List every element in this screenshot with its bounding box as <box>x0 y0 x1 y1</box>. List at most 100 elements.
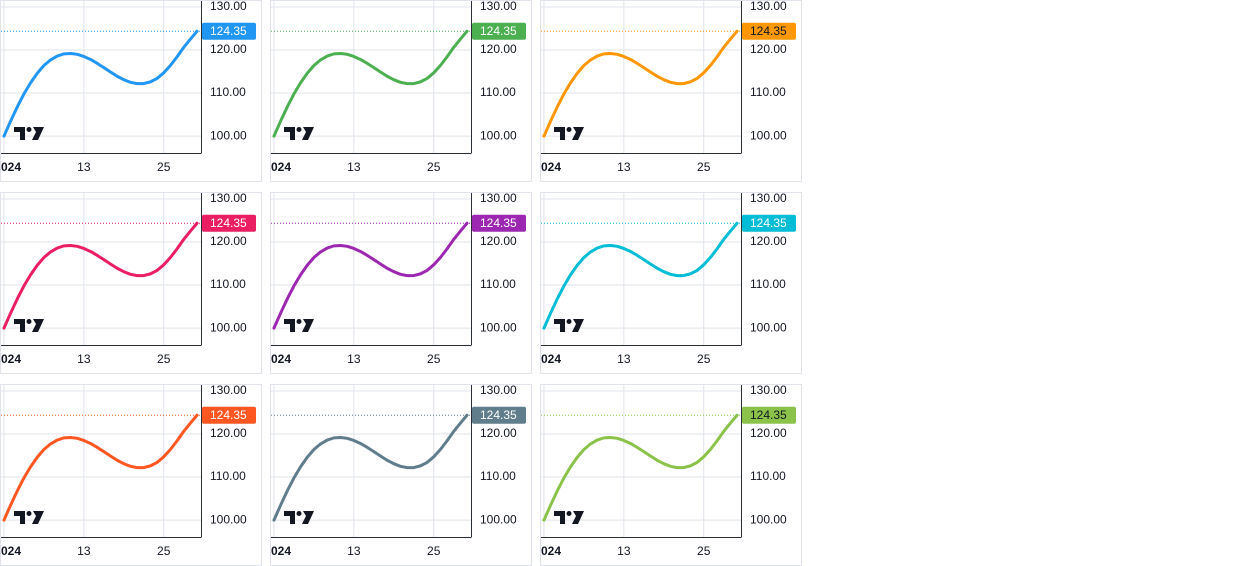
logo-t <box>14 127 25 140</box>
chart-cell: 100.00 110.00 120.00 130.00 024 13 25 124.35 <box>540 0 802 182</box>
y-tick-label: 130.00 <box>210 385 247 397</box>
x-tick-label: 13 <box>617 544 631 558</box>
logo-v <box>572 319 584 332</box>
y-tick-label: 110.00 <box>210 277 246 291</box>
price-line <box>542 221 739 330</box>
last-price-badge <box>472 22 526 40</box>
tradingview-logo <box>284 127 314 140</box>
chart: 100.00 110.00 120.00 130.00 024 13 25 124.35 <box>541 193 796 366</box>
y-tick-label: 100.00 <box>480 128 517 142</box>
chart: 100.00 110.00 120.00 130.00 024 13 25 124.35 <box>271 193 526 366</box>
y-tick-label: 110.00 <box>480 85 516 99</box>
y-tick-label: 100.00 <box>210 320 247 334</box>
y-tick-label: 130.00 <box>750 1 787 13</box>
y-tick-label: 110.00 <box>480 469 516 483</box>
y-tick-label: 130.00 <box>210 1 247 13</box>
last-price-badge <box>742 22 796 40</box>
x-tick-label: 024 <box>271 160 291 174</box>
logo-dot <box>26 511 32 516</box>
y-tick-label: 120.00 <box>480 234 517 248</box>
y-tick-label: 100.00 <box>480 512 517 526</box>
chart-cell: 100.00 110.00 120.00 130.00 024 13 25 124.35 <box>0 384 262 566</box>
tradingview-logo <box>284 511 314 524</box>
y-tick-label: 100.00 <box>210 128 247 142</box>
y-tick-label: 120.00 <box>210 234 247 248</box>
last-price-badge <box>472 406 526 424</box>
y-tick-label: 130.00 <box>480 1 517 13</box>
y-tick-label: 110.00 <box>210 469 246 483</box>
x-tick-label: 024 <box>541 160 561 174</box>
y-tick-label: 100.00 <box>480 320 517 334</box>
tradingview-logo <box>284 319 314 332</box>
logo-dot <box>26 319 32 324</box>
y-tick-label: 130.00 <box>480 385 517 397</box>
price-line <box>2 221 199 330</box>
tradingview-logo <box>14 127 44 140</box>
logo-t <box>554 511 565 524</box>
y-tick-label: 100.00 <box>750 128 787 142</box>
x-tick-label: 13 <box>347 160 361 174</box>
last-price-label: 124.35 <box>210 216 247 230</box>
x-tick-label: 25 <box>157 352 171 366</box>
y-tick-label: 130.00 <box>750 193 787 205</box>
chart-cell: 100.00 110.00 120.00 130.00 024 13 25 124.35 <box>0 192 262 374</box>
y-tick-label: 130.00 <box>750 385 787 397</box>
chart: 100.00 110.00 120.00 130.00 024 13 25 124.35 <box>541 385 796 558</box>
logo-dot <box>566 127 572 132</box>
last-price-label: 124.35 <box>480 408 517 422</box>
y-tick-label: 110.00 <box>750 85 786 99</box>
x-tick-label: 13 <box>617 352 631 366</box>
logo-v <box>302 511 314 524</box>
y-tick-label: 120.00 <box>210 426 247 440</box>
y-tick-label: 120.00 <box>750 234 787 248</box>
logo-t <box>284 511 295 524</box>
price-line <box>272 29 469 138</box>
price-line <box>542 413 739 522</box>
x-tick-label: 024 <box>271 544 291 558</box>
logo-v <box>32 319 44 332</box>
chart: 100.00 110.00 120.00 130.00 024 13 25 124.35 <box>541 1 796 174</box>
last-price-label: 124.35 <box>210 24 247 38</box>
chart: 100.00 110.00 120.00 130.00 024 13 25 124.35 <box>271 385 526 558</box>
chart: 100.00 110.00 120.00 130.00 024 13 25 124.35 <box>1 1 256 174</box>
y-tick-label: 110.00 <box>480 277 516 291</box>
logo-t <box>14 319 25 332</box>
last-price-label: 124.35 <box>480 216 517 230</box>
last-price-badge <box>742 406 796 424</box>
chart-cell: 100.00 110.00 120.00 130.00 024 13 25 124.35 <box>270 0 532 182</box>
y-tick-label: 100.00 <box>210 512 247 526</box>
x-tick-label: 25 <box>427 544 441 558</box>
y-tick-label: 100.00 <box>750 320 787 334</box>
x-tick-label: 25 <box>427 352 441 366</box>
y-tick-label: 120.00 <box>480 42 517 56</box>
logo-dot <box>566 319 572 324</box>
last-price-badge <box>202 214 256 232</box>
logo-v <box>32 511 44 524</box>
y-tick-label: 100.00 <box>750 512 787 526</box>
y-tick-label: 120.00 <box>480 426 517 440</box>
x-tick-label: 024 <box>541 544 561 558</box>
logo-dot <box>296 127 302 132</box>
x-tick-label: 25 <box>697 352 711 366</box>
x-tick-label: 13 <box>77 352 91 366</box>
logo-v <box>302 127 314 140</box>
y-tick-label: 120.00 <box>750 426 787 440</box>
price-line <box>2 29 199 138</box>
chart: 100.00 110.00 120.00 130.00 024 13 25 124.35 <box>1 385 256 558</box>
x-tick-label: 024 <box>271 352 291 366</box>
last-price-label: 124.35 <box>210 408 247 422</box>
logo-t <box>284 319 295 332</box>
logo-v <box>302 319 314 332</box>
logo-t <box>284 127 295 140</box>
x-tick-label: 13 <box>347 352 361 366</box>
x-tick-label: 13 <box>77 160 91 174</box>
last-price-label: 124.35 <box>750 408 787 422</box>
chart-cell: 100.00 110.00 120.00 130.00 024 13 25 124.35 <box>540 384 802 566</box>
chart-cell: 100.00 110.00 120.00 130.00 024 13 25 124.35 <box>270 384 532 566</box>
logo-t <box>14 511 25 524</box>
price-line <box>542 29 739 138</box>
x-tick-label: 25 <box>157 160 171 174</box>
price-line <box>272 413 469 522</box>
y-tick-label: 130.00 <box>480 193 517 205</box>
